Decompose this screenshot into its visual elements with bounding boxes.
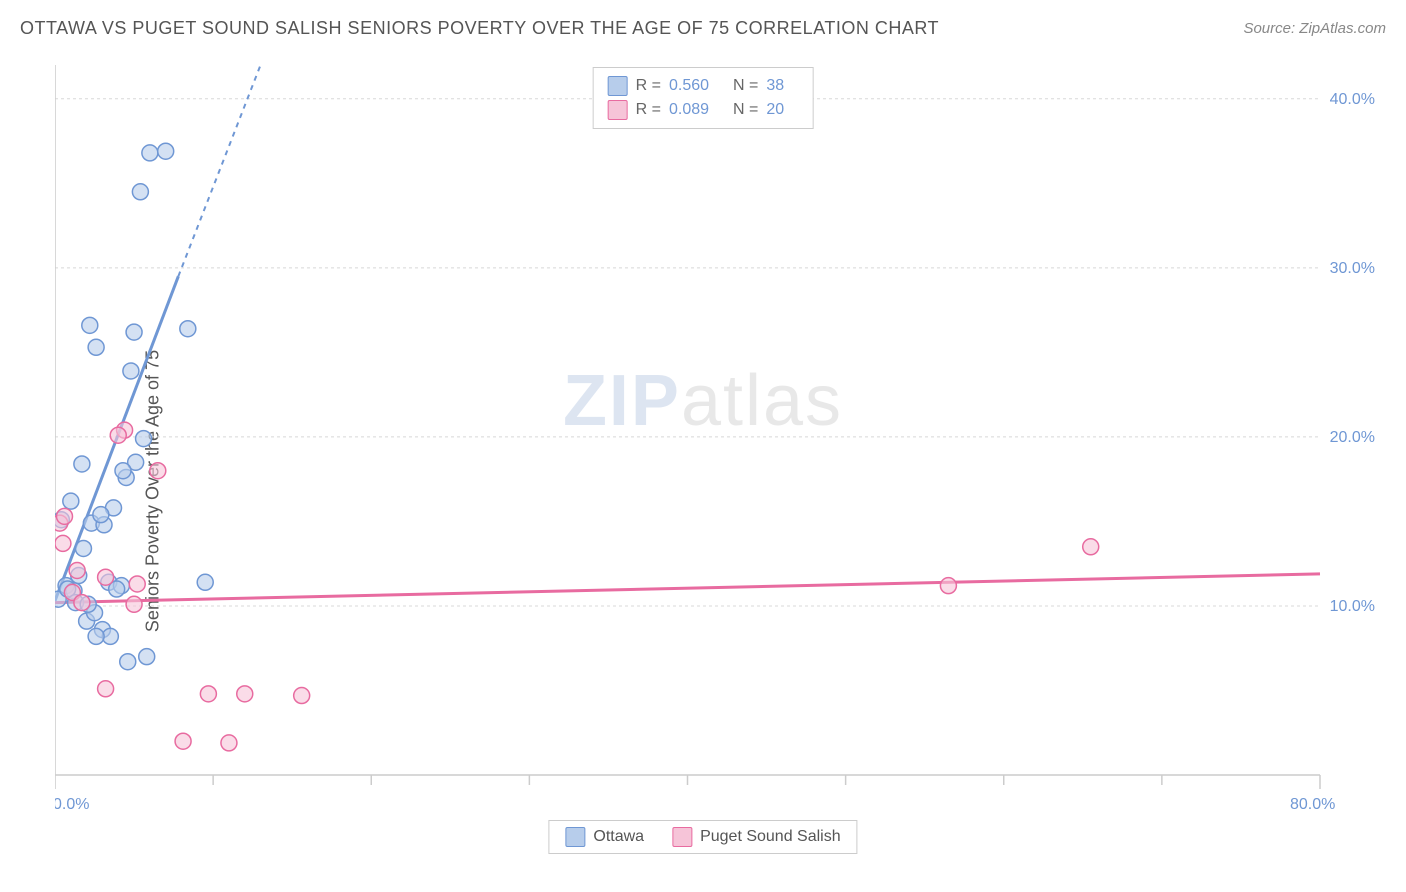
n-value-puget: 20 <box>766 101 798 119</box>
swatch-puget <box>608 100 628 120</box>
source-attribution: Source: ZipAtlas.com <box>1243 20 1386 37</box>
legend-swatch-puget <box>672 827 692 847</box>
svg-text:20.0%: 20.0% <box>1330 429 1375 446</box>
r-value-ottawa: 0.560 <box>669 77 725 95</box>
svg-text:40.0%: 40.0% <box>1330 91 1375 108</box>
swatch-ottawa <box>608 76 628 96</box>
legend-item-puget: Puget Sound Salish <box>672 827 841 847</box>
legend-item-ottawa: Ottawa <box>565 827 644 847</box>
legend-label-ottawa: Ottawa <box>593 828 644 846</box>
svg-text:10.0%: 10.0% <box>1330 598 1375 615</box>
n-label: N = <box>733 77 758 95</box>
stats-row-ottawa: R = 0.560 N = 38 <box>608 74 799 98</box>
stats-legend: R = 0.560 N = 38 R = 0.089 N = 20 <box>593 67 814 129</box>
chart-title: OTTAWA VS PUGET SOUND SALISH SENIORS POV… <box>20 18 939 39</box>
stats-row-puget: R = 0.089 N = 20 <box>608 98 799 122</box>
r-label: R = <box>636 101 661 119</box>
legend-swatch-ottawa <box>565 827 585 847</box>
legend-label-puget: Puget Sound Salish <box>700 828 841 846</box>
chart-svg: 10.0% 20.0% 30.0% 40.0% 0.0% 80.0% <box>55 65 1380 815</box>
n-label: N = <box>733 101 758 119</box>
svg-text:30.0%: 30.0% <box>1330 260 1375 277</box>
n-value-ottawa: 38 <box>766 77 798 95</box>
r-value-puget: 0.089 <box>669 101 725 119</box>
svg-text:80.0%: 80.0% <box>1290 796 1335 813</box>
svg-text:0.0%: 0.0% <box>55 796 89 813</box>
r-label: R = <box>636 77 661 95</box>
series-legend: Ottawa Puget Sound Salish <box>548 820 857 854</box>
title-bar: OTTAWA VS PUGET SOUND SALISH SENIORS POV… <box>20 18 1386 39</box>
scatter-plot: 10.0% 20.0% 30.0% 40.0% 0.0% 80.0% <box>55 65 1380 815</box>
